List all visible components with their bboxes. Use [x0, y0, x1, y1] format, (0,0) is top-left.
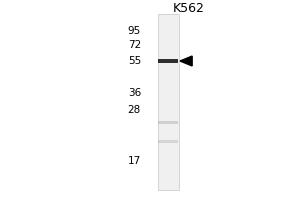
Text: 95: 95	[128, 26, 141, 36]
Bar	[158, 59, 178, 63]
Bar	[158, 121, 178, 124]
Text: 72: 72	[128, 40, 141, 50]
Polygon shape	[180, 56, 192, 66]
Bar	[158, 140, 178, 143]
Text: K562: K562	[173, 2, 205, 16]
Text: 36: 36	[128, 88, 141, 98]
Bar	[158, 14, 178, 190]
Text: 28: 28	[128, 105, 141, 115]
Text: 17: 17	[128, 156, 141, 166]
Text: 55: 55	[128, 56, 141, 66]
